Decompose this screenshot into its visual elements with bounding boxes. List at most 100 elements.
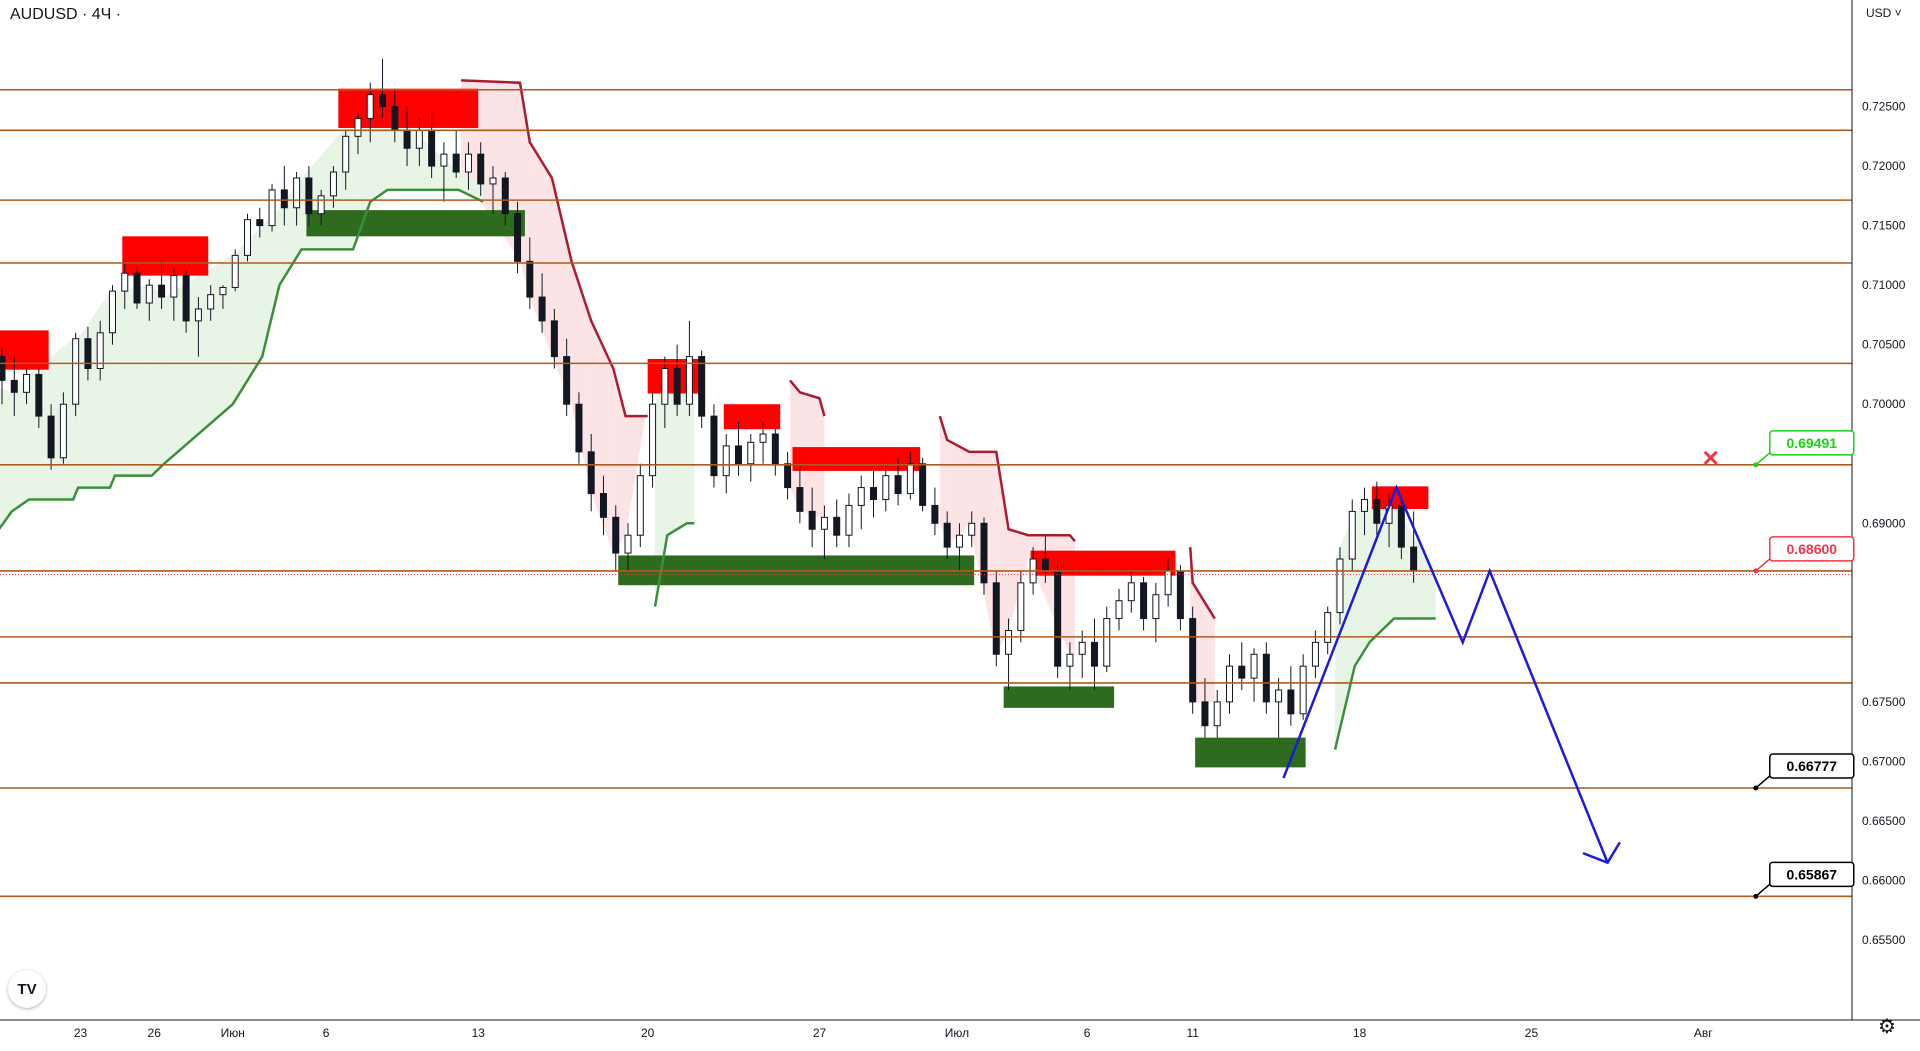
price-tick-label: 0.66000 [1862,874,1906,888]
candle-body [1127,582,1135,602]
candle-body [293,177,301,209]
callout-box [1769,753,1855,779]
callout-label: 0.69491 [1786,435,1837,451]
candle-body [428,129,436,167]
candle-body [0,356,6,381]
downtrend-fill [1192,582,1215,702]
candle-body [1250,653,1258,679]
callout-pointer [1755,775,1771,789]
candle-body [919,463,927,506]
downtrend-fill [939,416,948,548]
candle-body [870,487,878,500]
candle-body [1189,618,1197,703]
resistance-zone [723,404,781,430]
tradingview-logo-icon[interactable]: TV [8,970,46,1008]
downtrend-fill [571,261,592,494]
candle-body [538,296,546,322]
candle-body [1041,558,1049,572]
candle-body [1213,701,1221,727]
candle-body [158,284,166,298]
candle-body [379,94,387,108]
candle-body [894,475,902,495]
uptrend-fill [114,285,152,476]
candle-body [219,287,227,296]
candle-body [649,403,657,477]
candle-body [231,254,239,289]
candle-body [550,320,558,358]
time-tick-label: Авг [1694,1026,1713,1040]
candle-body [1275,689,1283,703]
candle-body [747,441,755,465]
callout-pointer [1755,558,1771,572]
support-zone [306,210,525,237]
callout-pointer [1755,452,1771,466]
candle-body [244,219,251,256]
callout-anchor [1753,785,1759,791]
price-tick-label: 0.71500 [1862,219,1906,233]
candle-body [1054,570,1062,667]
candle-body [477,153,485,185]
candle-body [415,129,423,149]
downtrend-fill [520,82,530,298]
resistance-zone [792,447,921,471]
uptrend-fill [262,207,280,357]
candle-body [170,275,178,298]
time-tick-label: 27 [813,1026,827,1040]
callout-box [1769,861,1855,888]
symbol-title: AUDUSD · 4Ч · [10,6,122,23]
time-tick-label: 11 [1186,1026,1199,1040]
candle-body [968,522,976,536]
candle-body [575,403,583,453]
uptrend-fill [1354,499,1370,667]
candle-body [1397,504,1405,548]
candle-body [1238,665,1246,679]
candle-body [992,582,1000,655]
candle-body [587,451,595,495]
candle-body [59,403,67,459]
candle-body [771,433,779,465]
candle-body [906,463,914,495]
price-tick-label: 0.69000 [1862,516,1906,530]
callout-anchor [1753,893,1759,899]
time-tick-label: Июн [221,1026,245,1040]
candle-body [1152,594,1160,620]
candle-body [464,153,472,173]
currency-label: USD [1866,6,1892,20]
price-tick-label: 0.66500 [1862,814,1906,828]
time-tick-label: 23 [74,1026,88,1040]
support-zone [1003,686,1115,708]
candle-body [943,522,951,548]
candle-body [796,487,804,512]
candle-body [145,284,153,304]
price-tick-label: 0.67000 [1862,754,1906,768]
candle-body [182,275,190,322]
downtrend-fill [591,320,614,554]
time-tick-label: 18 [1353,1026,1367,1040]
callout-label: 0.65867 [1786,866,1837,882]
candle-body [1262,653,1270,703]
candle-body [366,94,374,119]
chevron-down-icon: ˅ [1891,6,1902,20]
callout-label: 0.66777 [1786,758,1837,774]
projection-arrowhead [1582,841,1621,865]
gear-icon[interactable]: ⚙ [1878,1016,1896,1038]
candle-body [845,504,853,536]
candle-body [1311,641,1319,667]
time-tick-label: 20 [641,1026,655,1040]
candle-body [1176,570,1184,620]
callout-box [1769,430,1855,456]
candle-body [1226,665,1233,703]
candle-body [1017,582,1025,631]
currency-selector[interactable]: USD ˅ [1866,6,1902,20]
candle-body [563,356,571,405]
candle-body [452,153,460,173]
callout-anchor [1753,568,1759,574]
candle-body [857,487,865,506]
candle-body [735,445,742,465]
candle-body [121,272,129,292]
candle-body [955,534,963,548]
candle-body [501,177,509,215]
candle-body [722,445,730,477]
